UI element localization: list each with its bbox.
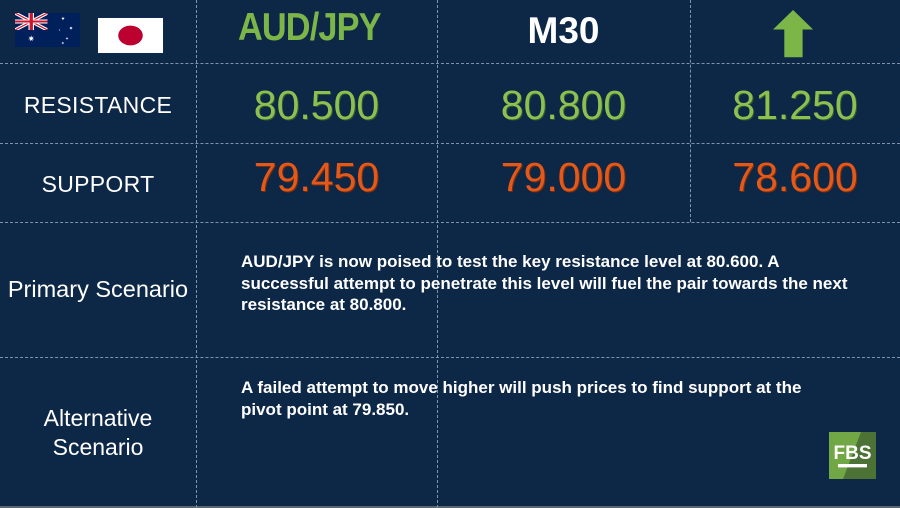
svg-text:FBS: FBS <box>834 443 872 464</box>
